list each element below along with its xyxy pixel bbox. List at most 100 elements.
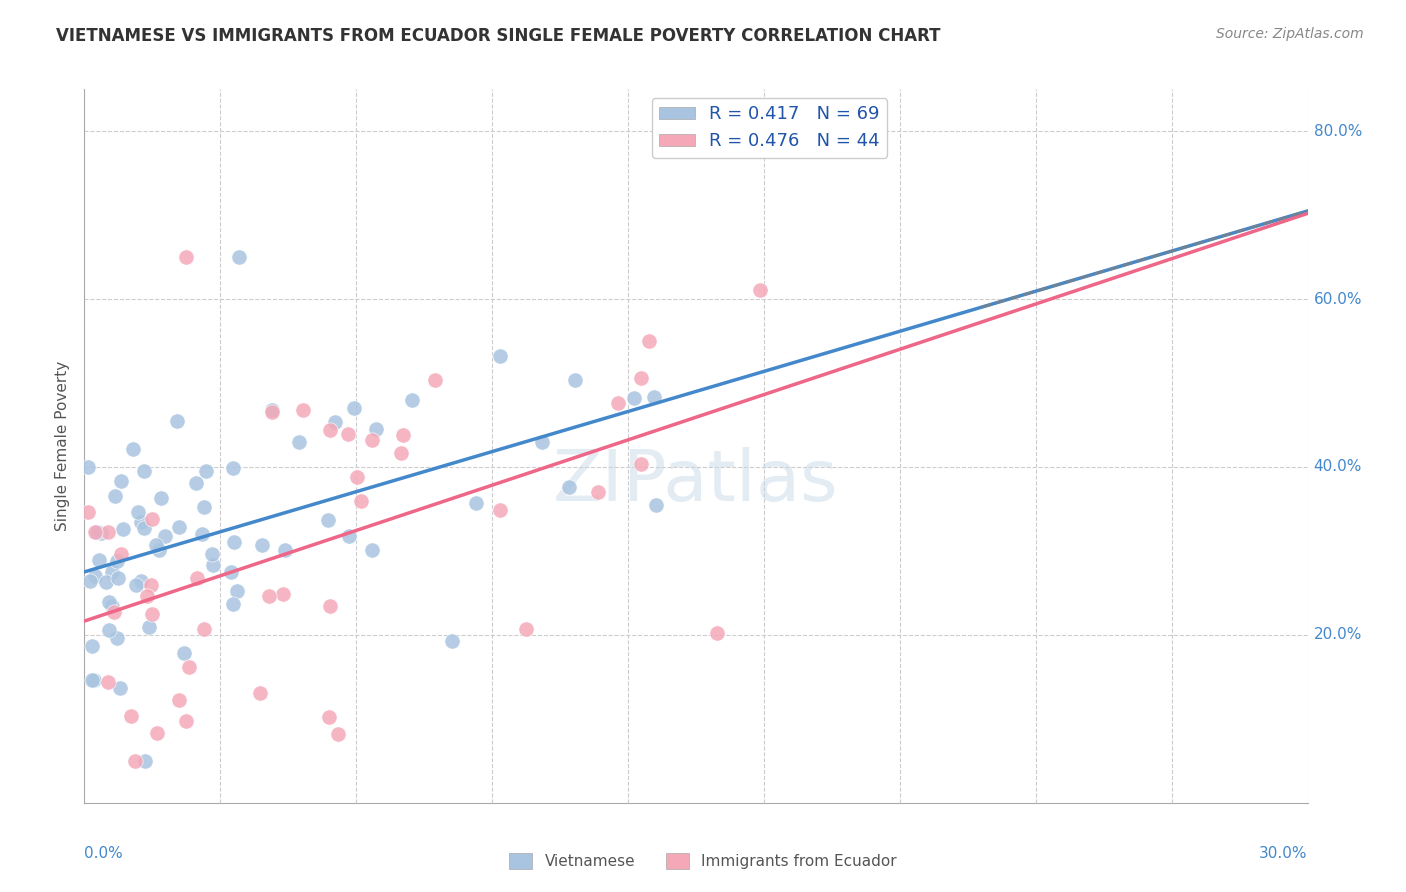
Text: 80.0%: 80.0% — [1313, 124, 1362, 138]
Point — [110, 475, 132, 489]
Point — [326, 727, 349, 741]
Point — [127, 504, 149, 518]
Point — [318, 710, 340, 724]
Point — [141, 607, 163, 621]
Point — [104, 488, 127, 502]
Point — [319, 423, 342, 437]
Point — [222, 461, 245, 475]
Point — [337, 529, 360, 543]
Point — [79, 574, 101, 589]
Point — [132, 464, 155, 478]
Y-axis label: Single Female Poverty: Single Female Poverty — [55, 361, 70, 531]
Point — [201, 547, 224, 561]
Point — [89, 553, 111, 567]
Point — [271, 587, 294, 601]
Point — [86, 524, 108, 539]
Legend: R = 0.417   N = 69, R = 0.476   N = 44: R = 0.417 N = 69, R = 0.476 N = 44 — [651, 98, 887, 158]
Point — [440, 634, 463, 648]
Point — [530, 434, 553, 449]
Point — [110, 547, 132, 561]
Point — [249, 685, 271, 699]
Point — [84, 569, 107, 583]
Legend: Vietnamese, Immigrants from Ecuador: Vietnamese, Immigrants from Ecuador — [503, 847, 903, 875]
Text: VIETNAMESE VS IMMIGRANTS FROM ECUADOR SINGLE FEMALE POVERTY CORRELATION CHART: VIETNAMESE VS IMMIGRANTS FROM ECUADOR SI… — [56, 27, 941, 45]
Point — [138, 620, 160, 634]
Point — [132, 521, 155, 535]
Point — [153, 529, 176, 543]
Point — [644, 498, 666, 512]
Point — [219, 565, 242, 579]
Point — [748, 283, 770, 297]
Text: 60.0%: 60.0% — [1313, 292, 1362, 307]
Point — [250, 538, 273, 552]
Point — [360, 433, 382, 447]
Text: 40.0%: 40.0% — [1313, 459, 1362, 475]
Point — [122, 442, 145, 456]
Point — [167, 519, 190, 533]
Point — [97, 675, 120, 690]
Point — [101, 566, 124, 580]
Text: 30.0%: 30.0% — [1260, 846, 1308, 861]
Point — [125, 578, 148, 592]
Point — [101, 599, 124, 613]
Point — [337, 427, 360, 442]
Point — [146, 726, 169, 740]
Point — [83, 673, 105, 688]
Point — [80, 639, 103, 653]
Point — [141, 512, 163, 526]
Point — [637, 334, 659, 349]
Point — [103, 605, 125, 619]
Point — [558, 480, 581, 494]
Point — [186, 571, 208, 585]
Point — [98, 595, 121, 609]
Point — [108, 681, 131, 695]
Point — [174, 714, 197, 728]
Point — [706, 625, 728, 640]
Point — [262, 402, 284, 417]
Text: ZIPatlas: ZIPatlas — [553, 447, 839, 516]
Point — [274, 542, 297, 557]
Point — [607, 395, 630, 409]
Point — [292, 403, 315, 417]
Point — [489, 349, 512, 363]
Point — [401, 392, 423, 407]
Point — [105, 631, 128, 645]
Point — [623, 391, 645, 405]
Text: 0.0%: 0.0% — [84, 846, 124, 861]
Point — [193, 622, 215, 636]
Point — [630, 458, 652, 472]
Point — [129, 574, 152, 589]
Text: Source: ZipAtlas.com: Source: ZipAtlas.com — [1216, 27, 1364, 41]
Point — [139, 577, 162, 591]
Point — [346, 470, 368, 484]
Point — [257, 589, 280, 603]
Point — [148, 543, 170, 558]
Point — [288, 434, 311, 449]
Point — [515, 622, 537, 636]
Point — [173, 646, 195, 660]
Point — [262, 404, 284, 418]
Point — [202, 558, 225, 572]
Point — [120, 709, 142, 723]
Point — [112, 523, 135, 537]
Point — [97, 623, 120, 637]
Point — [423, 372, 446, 386]
Point — [489, 503, 512, 517]
Point — [318, 599, 340, 614]
Point — [350, 493, 373, 508]
Point — [124, 754, 146, 768]
Point — [136, 589, 159, 603]
Text: 20.0%: 20.0% — [1313, 627, 1362, 642]
Point — [224, 535, 246, 549]
Point — [145, 538, 167, 552]
Point — [193, 500, 215, 515]
Point — [83, 524, 105, 539]
Point — [361, 542, 384, 557]
Point — [323, 415, 346, 429]
Point — [194, 464, 217, 478]
Point — [77, 505, 100, 519]
Point — [191, 527, 214, 541]
Point — [364, 422, 387, 436]
Point — [166, 414, 188, 428]
Point — [107, 570, 129, 584]
